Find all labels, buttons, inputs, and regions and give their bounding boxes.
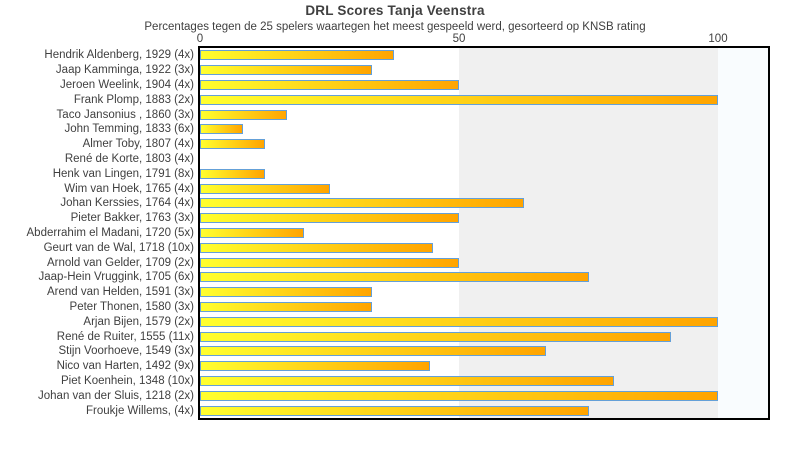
chart-row: René de Korte, 1803 (4x): [0, 152, 790, 167]
score-bar: [200, 272, 589, 283]
chart-row: Almer Toby, 1807 (4x): [0, 137, 790, 152]
chart-row: Frank Plomp, 1883 (2x): [0, 92, 790, 107]
player-label: Abderrahim el Madani, 1720 (5x): [26, 226, 194, 239]
score-bar: [200, 390, 718, 401]
player-label: Henk van Lingen, 1791 (8x): [52, 167, 194, 180]
player-label: Peter Thonen, 1580 (3x): [69, 300, 194, 313]
player-label: Geurt van de Wal, 1718 (10x): [43, 241, 194, 254]
chart-row: Abderrahim el Madani, 1720 (5x): [0, 226, 790, 241]
score-bar: [200, 405, 589, 416]
player-label: Jaap-Hein Vruggink, 1705 (6x): [38, 271, 194, 284]
chart-row: Nico van Harten, 1492 (9x): [0, 359, 790, 374]
chart-row: Arjan Bijen, 1579 (2x): [0, 314, 790, 329]
score-bar: [200, 227, 304, 238]
player-label: Arjan Bijen, 1579 (2x): [83, 315, 194, 328]
chart-row: Froukje Willems, (4x): [0, 403, 790, 418]
score-bar: [200, 257, 459, 268]
chart-row: Wim van Hoek, 1765 (4x): [0, 181, 790, 196]
chart-row: Hendrik Aldenberg, 1929 (4x): [0, 48, 790, 63]
player-label: Froukje Willems, (4x): [86, 404, 194, 417]
score-bar: [200, 331, 671, 342]
player-label: Pieter Bakker, 1763 (3x): [70, 212, 194, 225]
chart-row: Johan van der Sluis, 1218 (2x): [0, 388, 790, 403]
chart-row: Geurt van de Wal, 1718 (10x): [0, 240, 790, 255]
player-label: John Temming, 1833 (6x): [64, 123, 194, 136]
score-bar: [200, 346, 546, 357]
score-bar: [200, 287, 373, 298]
chart-row: Henk van Lingen, 1791 (8x): [0, 166, 790, 181]
chart-row: Jeroen Weelink, 1904 (4x): [0, 78, 790, 93]
player-label: Arnold van Gelder, 1709 (2x): [46, 256, 194, 269]
score-bar: [200, 213, 459, 224]
score-bar: [200, 94, 718, 105]
score-bar: [200, 65, 373, 76]
score-bar: [200, 139, 265, 150]
player-label: Hendrik Aldenberg, 1929 (4x): [44, 49, 194, 62]
player-label: Almer Toby, 1807 (4x): [82, 138, 194, 151]
chart-row: Pieter Bakker, 1763 (3x): [0, 211, 790, 226]
chart-rows: Hendrik Aldenberg, 1929 (4x) Jaap Kamming…: [0, 48, 790, 418]
score-bar: [200, 198, 524, 209]
player-label: Stijn Voorhoeve, 1549 (3x): [58, 345, 194, 358]
score-bar: [200, 242, 434, 253]
chart-row: John Temming, 1833 (6x): [0, 122, 790, 137]
score-bar: [200, 375, 615, 386]
chart-subtitle: Percentages tegen de 25 spelers waartege…: [144, 21, 646, 33]
x-axis-ticks: 0 50 100: [196, 33, 728, 47]
chart-row: Peter Thonen, 1580 (3x): [0, 300, 790, 315]
chart-row: Johan Kerssies, 1764 (4x): [0, 196, 790, 211]
player-label: Jeroen Weelink, 1904 (4x): [59, 78, 194, 91]
score-bar: [200, 79, 459, 90]
player-label: René de Korte, 1803 (4x): [64, 152, 194, 165]
score-bar: [200, 109, 287, 120]
score-bar: [200, 183, 330, 194]
chart-row: Stijn Voorhoeve, 1549 (3x): [0, 344, 790, 359]
score-bar: [200, 124, 243, 135]
player-label: René de Ruiter, 1555 (11x): [56, 330, 194, 343]
x-tick-50: 50: [452, 33, 466, 45]
chart-row: Taco Jansonius , 1860 (3x): [0, 107, 790, 122]
chart-row: Piet Koenhein, 1348 (10x): [0, 374, 790, 389]
player-label: Arend van Helden, 1591 (3x): [46, 286, 194, 299]
player-label: Taco Jansonius , 1860 (3x): [56, 108, 194, 121]
chart-row: Jaap Kamminga, 1922 (3x): [0, 63, 790, 78]
player-label: Frank Plomp, 1883 (2x): [73, 93, 194, 106]
chart-row: Jaap-Hein Vruggink, 1705 (6x): [0, 270, 790, 285]
score-bar: [200, 50, 395, 61]
score-bar: [200, 361, 430, 372]
chart-row: Arnold van Gelder, 1709 (2x): [0, 255, 790, 270]
chart-row: René de Ruiter, 1555 (11x): [0, 329, 790, 344]
player-label: Johan Kerssies, 1764 (4x): [60, 197, 194, 210]
score-bar: [200, 301, 373, 312]
player-label: Nico van Harten, 1492 (9x): [56, 360, 194, 373]
score-bar: [200, 168, 265, 179]
chart-row: Arend van Helden, 1591 (3x): [0, 285, 790, 300]
x-tick-0: 0: [196, 33, 204, 45]
player-label: Piet Koenhein, 1348 (10x): [61, 374, 194, 387]
player-label: Jaap Kamminga, 1922 (3x): [55, 64, 194, 77]
score-bar: [200, 316, 718, 327]
chart-title: DRL Scores Tanja Veenstra: [305, 3, 485, 18]
x-tick-100: 100: [708, 33, 728, 45]
player-label: Johan van der Sluis, 1218 (2x): [38, 389, 194, 402]
player-label: Wim van Hoek, 1765 (4x): [64, 182, 194, 195]
